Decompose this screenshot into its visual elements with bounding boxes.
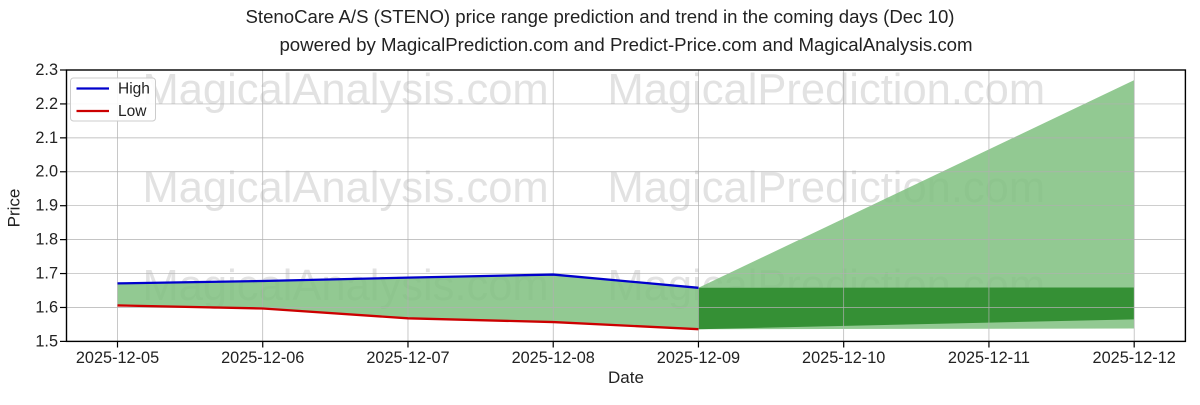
svg-text:2.1: 2.1 (35, 129, 58, 147)
svg-text:1.7: 1.7 (35, 264, 58, 282)
svg-text:Price: Price (5, 189, 24, 228)
svg-text:Date: Date (608, 368, 644, 387)
svg-text:1.8: 1.8 (35, 231, 58, 249)
svg-text:2.3: 2.3 (35, 61, 58, 79)
svg-text:2025-12-09: 2025-12-09 (657, 349, 740, 367)
svg-text:2025-12-11: 2025-12-11 (948, 349, 1030, 367)
svg-text:2.2: 2.2 (35, 95, 58, 113)
svg-text:Low: Low (118, 103, 147, 120)
svg-text:2025-12-07: 2025-12-07 (366, 349, 449, 367)
svg-text:MagicalAnalysis.com: MagicalAnalysis.com (143, 66, 549, 114)
svg-text:2025-12-10: 2025-12-10 (802, 349, 885, 367)
svg-text:2.0: 2.0 (35, 163, 58, 181)
svg-text:1.5: 1.5 (35, 332, 58, 350)
svg-text:1.6: 1.6 (35, 298, 58, 316)
svg-text:2025-12-05: 2025-12-05 (76, 349, 159, 367)
svg-text:High: High (118, 80, 150, 97)
svg-text:MagicalPrediction.com: MagicalPrediction.com (608, 66, 1046, 114)
svg-text:2025-12-08: 2025-12-08 (512, 349, 595, 367)
svg-text:1.9: 1.9 (35, 197, 58, 215)
svg-text:2025-12-06: 2025-12-06 (221, 349, 304, 367)
svg-text:2025-12-12: 2025-12-12 (1093, 349, 1176, 367)
svg-text:MagicalAnalysis.com: MagicalAnalysis.com (143, 164, 549, 212)
